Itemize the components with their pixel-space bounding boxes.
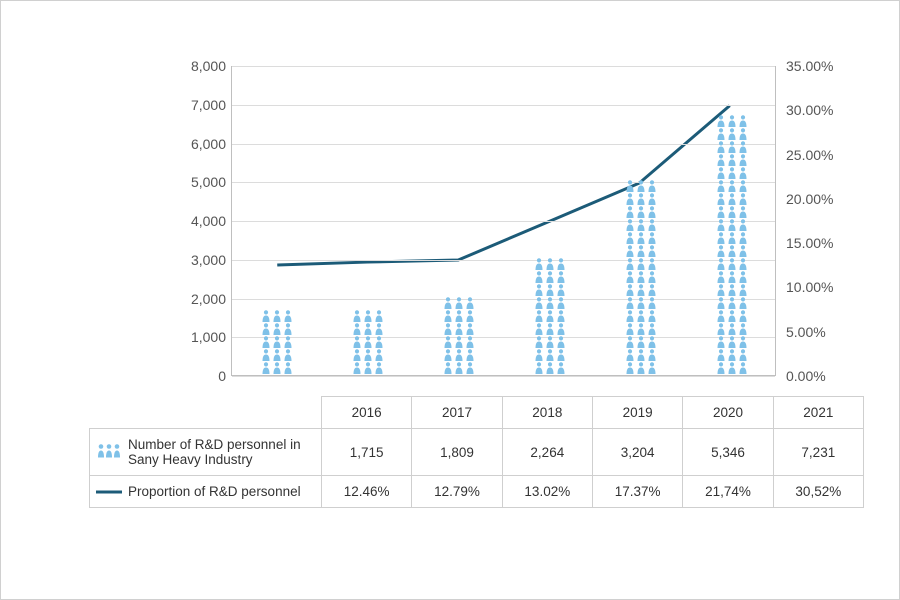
- y1-tick-label: 7,000: [156, 97, 226, 113]
- y1-tick-label: 2,000: [156, 291, 226, 307]
- y1-tick-label: 6,000: [156, 136, 226, 152]
- y2-tick-label: 30.00%: [786, 102, 856, 118]
- y1-tick-label: 5,000: [156, 174, 226, 190]
- y1-tick-label: 3,000: [156, 252, 226, 268]
- proportion-value: 30,52%: [773, 476, 863, 508]
- year-header-blank: [90, 397, 322, 429]
- grid-line: [232, 376, 775, 377]
- proportion-value: 17.37%: [592, 476, 682, 508]
- series-line-header: Proportion of R&D personnel: [90, 476, 322, 508]
- proportion-value: 21,74%: [683, 476, 773, 508]
- series-people-label: Number of R&D personnel in Sany Heavy In…: [128, 437, 301, 467]
- y2-tick-label: 0.00%: [786, 368, 856, 384]
- people-value: 5,346: [683, 429, 773, 476]
- year-cell: 2017: [412, 397, 502, 429]
- people-value: 7,231: [773, 429, 863, 476]
- year-cell: 2016: [322, 397, 412, 429]
- y1-tick-label: 4,000: [156, 213, 226, 229]
- year-cell: 2019: [592, 397, 682, 429]
- y1-tick-label: 1,000: [156, 329, 226, 345]
- y2-tick-label: 5.00%: [786, 324, 856, 340]
- pictogram-stack: [262, 310, 293, 375]
- y2-tick-label: 15.00%: [786, 235, 856, 251]
- people-icon: [96, 443, 122, 462]
- pictogram-stack: [716, 115, 747, 375]
- y1-tick-label: 0: [156, 368, 226, 384]
- data-table: 2016 2017 2018 2019 2020 2021 Numb: [89, 396, 864, 508]
- series-people-header: Number of R&D personnel in Sany Heavy In…: [90, 429, 322, 476]
- pictogram-column: [323, 66, 414, 375]
- pictogram-column: [595, 66, 686, 375]
- chart-container: 0 1,000 2,000 3,000 4,000 5,000 6,000 7,000 8,00…: [0, 0, 900, 600]
- people-value: 1,715: [322, 429, 412, 476]
- line-legend-icon: [96, 490, 122, 493]
- table-row: 2016 2017 2018 2019 2020 2021: [90, 397, 864, 429]
- y2-tick-label: 25.00%: [786, 147, 856, 163]
- y2-tick-label: 20.00%: [786, 191, 856, 207]
- pictogram-stack: [625, 180, 656, 375]
- y2-tick-label: 10.00%: [786, 279, 856, 295]
- table-row: Number of R&D personnel in Sany Heavy In…: [90, 429, 864, 476]
- table-row: Proportion of R&D personnel 12.46% 12.79…: [90, 476, 864, 508]
- pictogram-column: [505, 66, 596, 375]
- people-value: 1,809: [412, 429, 502, 476]
- pictogram-stack: [353, 310, 384, 375]
- pictogram-stack: [534, 258, 565, 375]
- y1-tick-label: 8,000: [156, 58, 226, 74]
- series-line-label: Proportion of R&D personnel: [128, 484, 301, 499]
- people-value: 3,204: [592, 429, 682, 476]
- pictogram-column: [686, 66, 777, 375]
- proportion-value: 13.02%: [502, 476, 592, 508]
- chart-area: 0 1,000 2,000 3,000 4,000 5,000 6,000 7,000 8,00…: [156, 61, 856, 391]
- plot-region: [231, 66, 776, 376]
- pictogram-column: [414, 66, 505, 375]
- proportion-value: 12.46%: [322, 476, 412, 508]
- proportion-value: 12.79%: [412, 476, 502, 508]
- people-value: 2,264: [502, 429, 592, 476]
- year-cell: 2021: [773, 397, 863, 429]
- pictogram-column: [232, 66, 323, 375]
- year-cell: 2018: [502, 397, 592, 429]
- pictogram-stack: [444, 297, 475, 375]
- y2-tick-label: 35.00%: [786, 58, 856, 74]
- year-cell: 2020: [683, 397, 773, 429]
